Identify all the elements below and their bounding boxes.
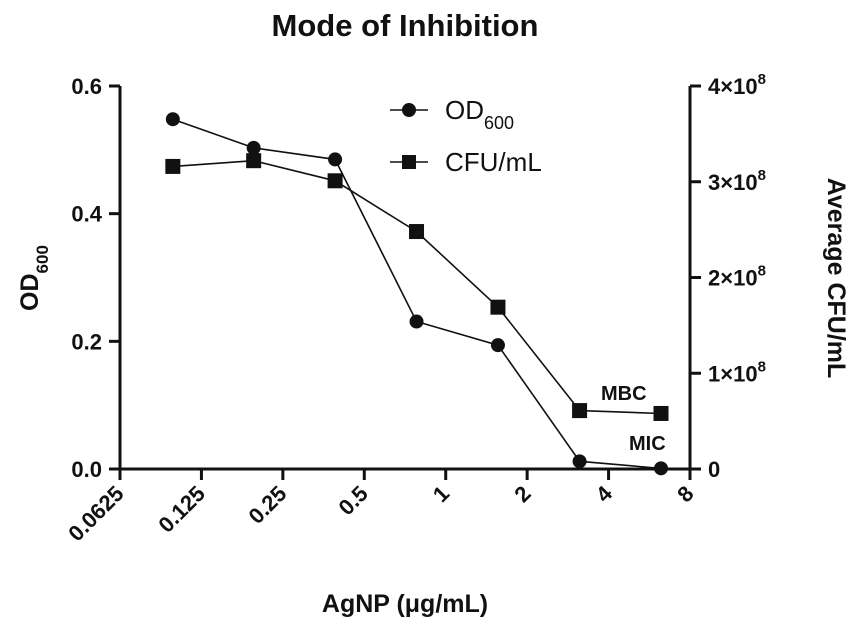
- legend-od600-label-sub: 600: [484, 113, 514, 133]
- series-cfu-point: [165, 158, 181, 174]
- right-y-tick-label: 0: [708, 457, 720, 482]
- x-tick-label: 0.125: [153, 481, 210, 538]
- series-od600-point: [490, 338, 505, 353]
- x-tick-label: 2: [509, 481, 535, 507]
- series-od600-line: [172, 118, 662, 470]
- right-y-tick-label-exponent: 8: [758, 71, 766, 88]
- left-y-axis-label-sub: 600: [33, 245, 52, 273]
- right-y-tick-label-main: 0: [708, 457, 720, 482]
- legend-cfu-label: CFU/mL: [445, 147, 542, 177]
- series-cfu-point: [246, 153, 262, 169]
- x-axis-label: AgNP (μg/mL): [322, 590, 488, 618]
- x-tick-label: 8: [672, 481, 698, 507]
- series-cfu-point: [490, 299, 506, 315]
- right-y-tick-label-exponent: 8: [758, 263, 766, 280]
- right-y-tick-label: 1×108: [708, 358, 766, 386]
- legend-od600-marker: [402, 103, 416, 117]
- right-y-tick-label: 2×108: [708, 263, 766, 291]
- x-tick-label: 4: [591, 480, 618, 507]
- mbc-annotation: MBC: [601, 383, 647, 405]
- left-y-tick-label: 0.0: [71, 457, 102, 482]
- right-y-tick-label-main: 3×10: [708, 170, 758, 195]
- series-od600-point: [572, 454, 587, 469]
- right-y-tick-label-exponent: 8: [758, 167, 766, 184]
- series-od600-point: [165, 112, 180, 127]
- left-y-tick-label: 0.4: [71, 202, 102, 227]
- x-axis-ticks: 0.0625 0.125 0.25 0.5 1 2 4 8: [63, 469, 699, 546]
- left-y-tick-label: 0.6: [71, 74, 102, 99]
- legend-od600-label: OD600: [445, 95, 514, 133]
- series-od600-point: [328, 152, 343, 167]
- legend: OD600 CFU/mL: [390, 95, 542, 177]
- right-y-tick-label: 4×108: [708, 71, 766, 99]
- series-od600-point: [246, 140, 261, 155]
- left-y-axis-label-main: OD: [16, 273, 44, 311]
- left-y-axis-label: OD600: [16, 245, 52, 311]
- right-y-tick-label-exponent: 8: [758, 358, 766, 375]
- x-tick-label: 0.0625: [63, 481, 128, 546]
- chart-title: Mode of Inhibition: [272, 8, 539, 43]
- left-y-tick-label: 0.2: [71, 329, 102, 354]
- mic-annotation: MIC: [629, 433, 666, 455]
- series-cfu-point: [653, 405, 669, 421]
- x-tick-label: 0.25: [243, 481, 291, 529]
- series-cfu-point: [409, 224, 425, 240]
- series-od600-point: [653, 461, 668, 476]
- right-y-tick-label-main: 2×10: [708, 266, 758, 291]
- right-y-axis-label: Average CFU/mL: [822, 178, 850, 379]
- series-layer: [165, 112, 669, 476]
- series-od600-point: [409, 314, 424, 329]
- annotation-layer: MBC MIC: [601, 383, 666, 455]
- legend-od600-label-main: OD: [445, 95, 484, 125]
- series-cfu-point: [327, 173, 343, 189]
- right-y-tick-label: 3×108: [708, 167, 766, 195]
- right-y-tick-label-main: 1×10: [708, 361, 758, 386]
- right-y-tick-label-main: 4×10: [708, 74, 758, 99]
- x-tick-label: 1: [428, 481, 454, 507]
- left-y-axis-ticks: 0.0 0.2 0.4 0.6: [71, 74, 120, 482]
- x-tick-label: 0.5: [334, 481, 373, 520]
- legend-cfu-marker: [402, 155, 416, 169]
- series-cfu-line: [172, 159, 662, 415]
- series-cfu-point: [572, 403, 588, 419]
